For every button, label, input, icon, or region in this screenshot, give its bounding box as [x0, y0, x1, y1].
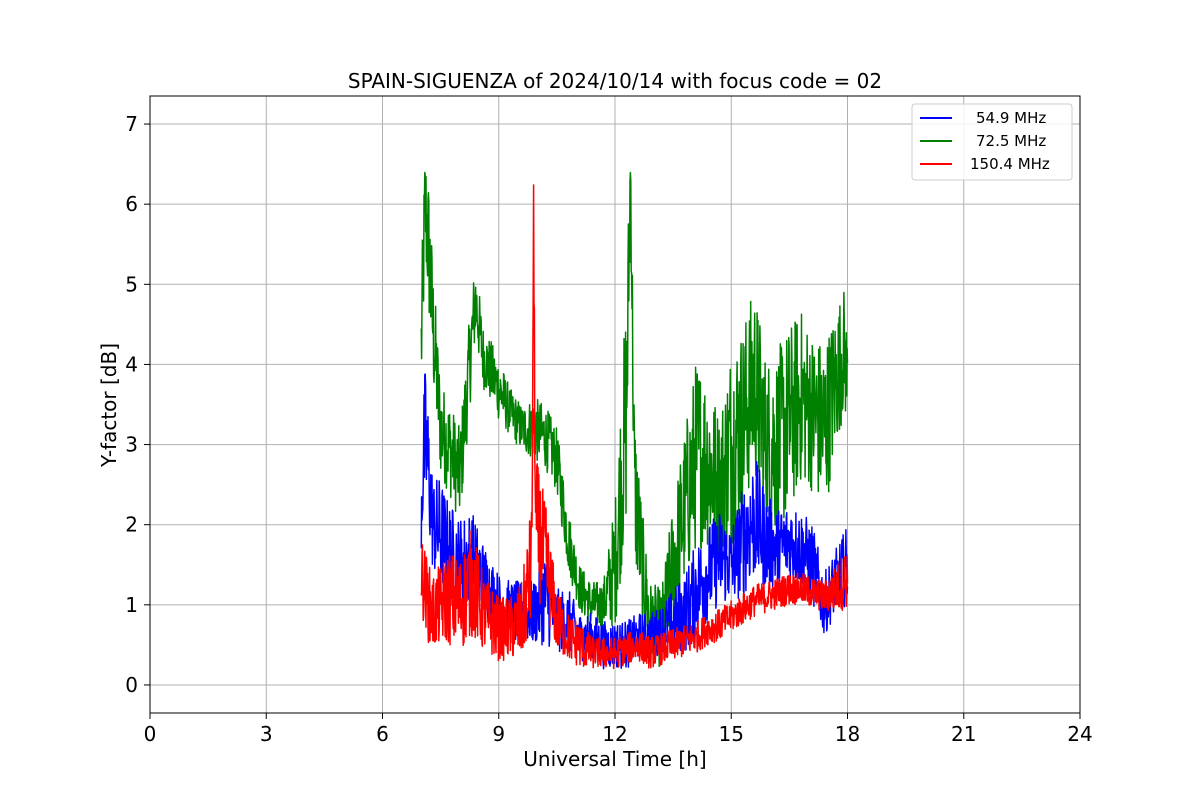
- y-tick-label: 0: [125, 673, 138, 697]
- series-layer: [420, 171, 849, 670]
- legend-label-0: 54.9 MHz: [976, 109, 1046, 127]
- y-axis-label: Y-factor [dB]: [97, 343, 121, 468]
- legend-label-1: 72.5 MHz: [976, 132, 1046, 150]
- series-line-2: [420, 184, 849, 670]
- y-tick-label: 2: [125, 513, 138, 537]
- series-line-1: [420, 171, 849, 668]
- legend: 54.9 MHz 72.5 MHz 150.4 MHz: [911, 103, 1073, 181]
- y-tick-label: 1: [125, 593, 138, 617]
- x-tick-label: 15: [719, 722, 744, 746]
- x-axis-label: Universal Time [h]: [523, 747, 706, 771]
- x-tick-label: 0: [144, 722, 157, 746]
- y-tick-label: 4: [125, 352, 138, 376]
- legend-box: [911, 103, 1073, 181]
- y-tick-label: 7: [125, 112, 138, 136]
- y-tick-label: 6: [125, 192, 138, 216]
- y-tick-label: 5: [125, 272, 138, 296]
- x-tick-label: 12: [602, 722, 627, 746]
- x-tick-label: 6: [376, 722, 389, 746]
- x-tick-label: 3: [260, 722, 273, 746]
- x-tick-label: 21: [951, 722, 976, 746]
- legend-label-2: 150.4 MHz: [970, 155, 1050, 173]
- x-tick-label: 24: [1067, 722, 1092, 746]
- x-tick-label: 18: [835, 722, 860, 746]
- y-tick-label: 3: [125, 433, 138, 457]
- x-tick-label: 9: [492, 722, 505, 746]
- chart-title: SPAIN-SIGUENZA of 2024/10/14 with focus …: [348, 69, 882, 93]
